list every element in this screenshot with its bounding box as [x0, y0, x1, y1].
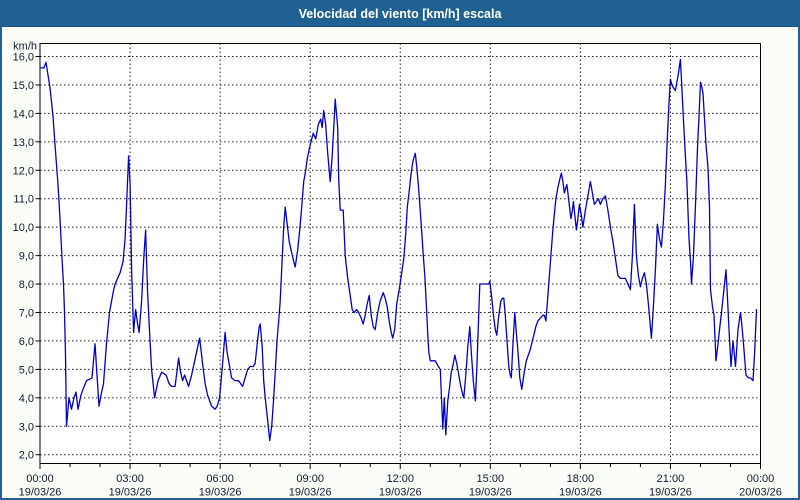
- title-bar: Velocidad del viento [km/h] escala: [2, 2, 798, 27]
- window-title: Velocidad del viento [km/h] escala: [298, 7, 502, 21]
- wind-speed-chart: 16,0 15,0 14,0 13,0 12,0 11,0 10,0 9,0 8,0 7,0 6,0…: [2, 27, 798, 499]
- chart-canvas: 16,0 15,0 14,0 13,0 12,0 11,0 10,0 9,0 8,0 7,0 6,0…: [13, 41, 782, 499]
- x-tick-date-label: 19/03/26: [649, 487, 692, 499]
- y-tick-label: 13,0: [13, 137, 34, 149]
- x-tick-time-label: 00:00: [26, 473, 54, 485]
- x-tick-time-label: 06:00: [206, 473, 234, 485]
- x-tick-time-label: 21:00: [657, 473, 685, 485]
- x-tick-time-label: 15:00: [477, 473, 505, 485]
- x-tick-time-label: 18:00: [567, 473, 595, 485]
- y-tick-label: 2,0: [19, 450, 34, 462]
- y-tick-label: 16,0: [13, 51, 34, 63]
- x-tick-date-label: 19/03/26: [469, 487, 512, 499]
- x-tick-date-label: 19/03/26: [289, 487, 332, 499]
- y-tick-label: 3,0: [19, 421, 34, 433]
- y-tick-label: 12,0: [13, 165, 34, 177]
- plot-frame: [39, 43, 761, 464]
- x-tick-time-label: 00:00: [747, 473, 775, 485]
- x-tick-time-label: 12:00: [386, 473, 414, 485]
- x-tick-date-label: 19/03/26: [199, 487, 242, 499]
- y-tick-label: 6,0: [19, 336, 34, 348]
- x-tick-time-label: 03:00: [116, 473, 144, 485]
- x-tick-date-label: 19/03/26: [109, 487, 152, 499]
- y-tick-label: 5,0: [19, 364, 34, 376]
- y-tick-label: 7,0: [19, 307, 34, 319]
- x-tick-date-label: 19/03/26: [559, 487, 602, 499]
- x-tick-date-label: 20/03/26: [739, 487, 782, 499]
- y-tick-label: 11,0: [13, 194, 34, 206]
- x-tick-time-label: 09:00: [296, 473, 324, 485]
- wind-speed-line: [39, 58, 758, 442]
- y-tick-label: 10,0: [13, 222, 34, 234]
- y-axis-unit-label: km/h: [13, 41, 37, 53]
- y-tick-label: 9,0: [19, 251, 34, 263]
- x-tick-date-label: 19/03/26: [379, 487, 422, 499]
- y-tick-label: 8,0: [19, 279, 34, 291]
- y-tick-label: 14,0: [13, 108, 34, 120]
- x-tick-date-label: 19/03/26: [19, 487, 62, 499]
- y-tick-label: 4,0: [19, 393, 34, 405]
- y-tick-label: 15,0: [13, 80, 34, 92]
